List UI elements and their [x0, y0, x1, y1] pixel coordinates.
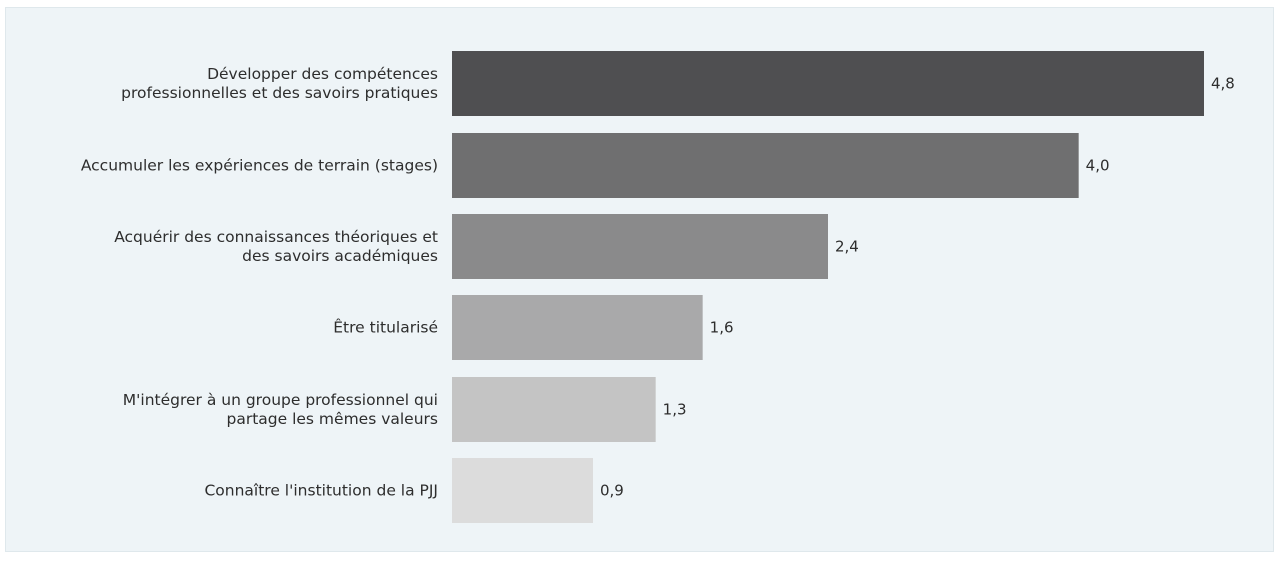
bar-1: [452, 51, 1204, 116]
bar-5: [452, 377, 656, 442]
value-label-1: 4,8: [1211, 75, 1235, 93]
bar-3: [452, 214, 828, 279]
bar-6: [452, 458, 593, 523]
category-label-4: Être titularisé: [333, 318, 438, 337]
bar-2: [452, 133, 1079, 198]
bar-4: [452, 295, 703, 360]
value-label-5: 1,3: [663, 401, 687, 419]
category-label-6: Connaître l'institution de la PJJ: [204, 482, 438, 500]
category-label-1: Développer des compétences professionnell…: [121, 65, 438, 102]
value-label-6: 0,9: [600, 482, 624, 500]
value-label-2: 4,0: [1086, 157, 1110, 175]
value-label-4: 1,6: [710, 319, 734, 337]
value-label-3: 2,4: [835, 238, 859, 256]
category-label-3: Acquérir des connaissances théoriques et…: [114, 228, 438, 265]
category-label-5: M'intégrer à un groupe professionnel qui…: [123, 391, 438, 428]
category-label-2: Accumuler les expériences de terrain (st…: [81, 157, 438, 175]
